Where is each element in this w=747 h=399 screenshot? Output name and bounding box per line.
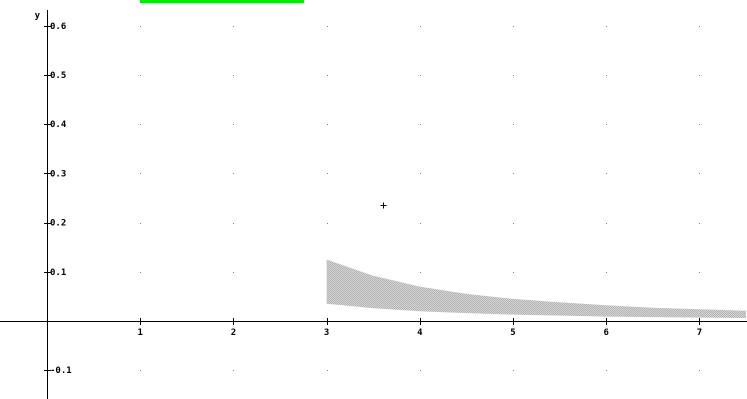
tick-marks (44, 26, 700, 371)
grid-dot (420, 75, 421, 76)
grid-dot (699, 370, 700, 371)
selection-bar[interactable] (140, 0, 304, 3)
grid-dot (606, 75, 607, 76)
grid-dot (140, 370, 141, 371)
grid-dot (327, 124, 328, 125)
y-tick-label: 0.4 (50, 120, 67, 130)
grid-dot (233, 272, 234, 273)
grid-dot (420, 272, 421, 273)
grid-dot (606, 124, 607, 125)
grid-dot (606, 26, 607, 27)
grid-dot (606, 223, 607, 224)
grid-dot (327, 370, 328, 371)
grid-dot (699, 26, 700, 27)
grid-dots (140, 26, 700, 371)
shaded-region (326, 259, 746, 318)
grid-dot (140, 124, 141, 125)
x-tick-label: 2 (231, 328, 236, 338)
x-tick-label: 4 (417, 328, 423, 338)
y-tick-label: 0.3 (50, 169, 66, 179)
grid-dot (699, 75, 700, 76)
grid-dot (420, 223, 421, 224)
y-tick-label: -0.1 (50, 366, 72, 376)
axes (0, 10, 747, 399)
y-tick-label: 0.5 (50, 71, 66, 81)
x-tick-label: 1 (137, 328, 142, 338)
y-tick-label: 0.2 (50, 219, 66, 229)
marker-group[interactable] (380, 202, 387, 209)
grid-dot (233, 26, 234, 27)
grid-dot (327, 173, 328, 174)
grid-dot (420, 124, 421, 125)
tick-labels: 1 2 3 4 5 6 7 0.6 0.5 0.4 0.3 0.2 0.1 -0.1 y (35, 11, 703, 376)
grid-dot (699, 272, 700, 273)
grid-dot (513, 370, 514, 371)
grid-dot (233, 75, 234, 76)
grid-dot (699, 223, 700, 224)
x-tick-label: 6 (603, 328, 608, 338)
grid-dot (513, 124, 514, 125)
grid-dot (606, 173, 607, 174)
grid-dot (140, 272, 141, 273)
grid-dot (699, 124, 700, 125)
shaded-region-group (326, 259, 746, 318)
grid-dot (513, 75, 514, 76)
grid-dot (513, 26, 514, 27)
x-tick-label: 3 (324, 328, 329, 338)
grid-dot (233, 223, 234, 224)
y-tick-label: 0.1 (50, 268, 66, 278)
grid-dot (513, 272, 514, 273)
grid-dot (233, 370, 234, 371)
grid-dot (327, 223, 328, 224)
grid-dot (513, 223, 514, 224)
grid-dot (420, 26, 421, 27)
grid-dot (606, 272, 607, 273)
grid-dot (140, 173, 141, 174)
grid-dot (327, 26, 328, 27)
y-tick-label: 0.6 (50, 22, 66, 32)
y-axis-title: y (35, 11, 41, 21)
grid-dot (420, 173, 421, 174)
grid-dot (420, 370, 421, 371)
grid-dot (233, 124, 234, 125)
grid-dot (140, 223, 141, 224)
grid-dot (699, 173, 700, 174)
x-tick-label: 7 (697, 328, 702, 338)
grid-dot (140, 26, 141, 27)
grid-dot (233, 173, 234, 174)
grid-dot (606, 370, 607, 371)
grid-dot (513, 173, 514, 174)
grid-dot (140, 75, 141, 76)
grid-dot (327, 75, 328, 76)
x-tick-label: 5 (510, 328, 515, 338)
